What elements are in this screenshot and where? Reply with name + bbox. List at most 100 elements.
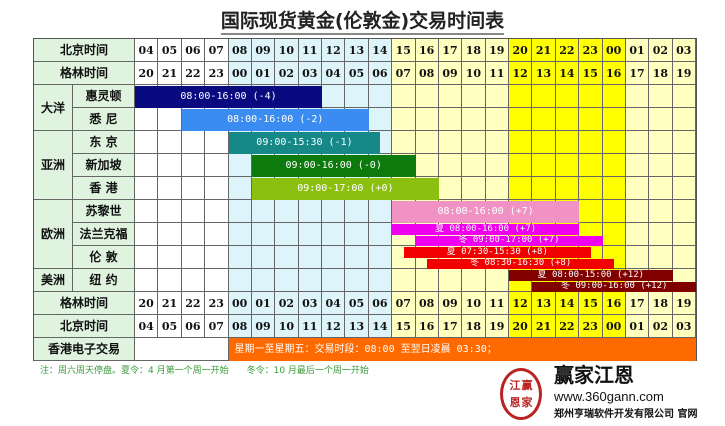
grid-cell [228,200,252,223]
hour-cell: 23 [205,292,229,315]
hour-cell: 03 [298,62,322,85]
grid-cell [555,177,580,200]
grid-cell [322,85,346,108]
grid-cell [625,154,650,177]
grid-cell [345,246,369,269]
beijing-time-label: 北京时间 [34,315,135,338]
grid-cell [509,154,533,177]
grid-cell [368,108,393,131]
grid-cell [555,154,580,177]
market-city: 纽 约 [73,269,135,292]
grid-cell [322,246,346,269]
hour-cell: 01 [251,62,276,85]
hour-cell: 20 [509,315,533,338]
hour-cell: 09 [438,292,463,315]
grid-cell [602,154,626,177]
hour-cell: 12 [322,315,346,338]
grid-cell [672,85,696,108]
hour-cell: 05 [345,62,369,85]
grid-cell [205,223,229,246]
grid-cell [602,108,626,131]
hour-cell: 17 [438,315,463,338]
hour-cell: 19 [672,292,696,315]
hour-cell: 02 [649,39,673,62]
hour-cell: 07 [392,62,416,85]
grid-cell [509,177,533,200]
grid-cell [392,108,416,131]
grid-cell [158,200,182,223]
grid-cell [275,269,299,292]
grid-cell [415,154,439,177]
hour-cell: 02 [275,292,299,315]
grid-cell [649,85,673,108]
grid-cell [228,154,252,177]
grid-cell [672,177,696,200]
grid-cell [368,269,393,292]
hour-cell: 03 [672,315,696,338]
grid-cell [672,131,696,154]
hour-cell: 13 [532,62,556,85]
trading-hours-table: 北京时间 04 05 06 07 08 09 10 11 12 13 14 15 16 17 18 19 20 21… [33,38,697,361]
hour-cell: 01 [251,292,276,315]
session-bar: 09:00-15:30 (-1) [228,132,381,154]
gmt-time-label: 格林时间 [34,62,135,85]
grid-cell [672,200,696,223]
grid-cell [602,131,626,154]
hour-cell: 14 [368,39,393,62]
hour-cell: 08 [228,39,252,62]
grid-cell [415,131,439,154]
grid-cell [602,177,626,200]
grid-cell [462,269,486,292]
grid-cell [158,223,182,246]
grid-cell [672,154,696,177]
grid-cell [181,177,206,200]
grid-cell [579,154,603,177]
hour-cell: 13 [345,315,369,338]
grid-cell [205,246,229,269]
grid-cell [485,85,509,108]
grid-cell [555,131,580,154]
session-bar: 08:00-16:00 (+7) [392,201,580,223]
hour-cell: 10 [462,292,486,315]
grid-cell [251,200,276,223]
hour-cell: 19 [485,315,509,338]
hour-cell: 18 [649,62,673,85]
hour-cell: 04 [322,292,346,315]
hour-cell: 01 [625,315,650,338]
hour-cell: 14 [555,62,580,85]
grid-cell [181,246,206,269]
grid-cell [135,200,159,223]
grid-cell [135,154,159,177]
grid-cell [181,131,206,154]
grid-cell [322,223,346,246]
hour-cell: 11 [485,292,509,315]
grid-cell [345,269,369,292]
grid-cell [251,223,276,246]
hour-cell: 15 [392,315,416,338]
grid-cell [228,246,252,269]
hour-cell: 23 [579,315,603,338]
session-bar: 冬 09:00-17:00 (+7) [415,235,603,246]
grid-cell [415,108,439,131]
hour-cell: 21 [158,62,182,85]
grid-cell [672,108,696,131]
hour-cell: 21 [532,315,556,338]
grid-cell [485,269,509,292]
hour-cell: 06 [368,62,393,85]
grid-cell [462,177,486,200]
grid-cell [579,108,603,131]
logo: 江赢 恩家 赢家江恩 www.360gann.com 郑州亨瑞软件开发有限公司 … [492,364,725,426]
grid-cell [205,200,229,223]
website-link[interactable]: www.360gann.com [554,389,664,404]
grid-cell [345,85,369,108]
hour-cell: 20 [135,62,159,85]
hour-cell: 17 [625,292,650,315]
hour-cell: 03 [298,292,322,315]
session-bar: 09:00-17:00 (+0) [251,178,439,200]
grid-cell [298,223,322,246]
grid-cell [158,269,182,292]
grid-cell [509,85,533,108]
grid-cell [298,269,322,292]
grid-cell [181,200,206,223]
grid-cell [602,223,626,246]
